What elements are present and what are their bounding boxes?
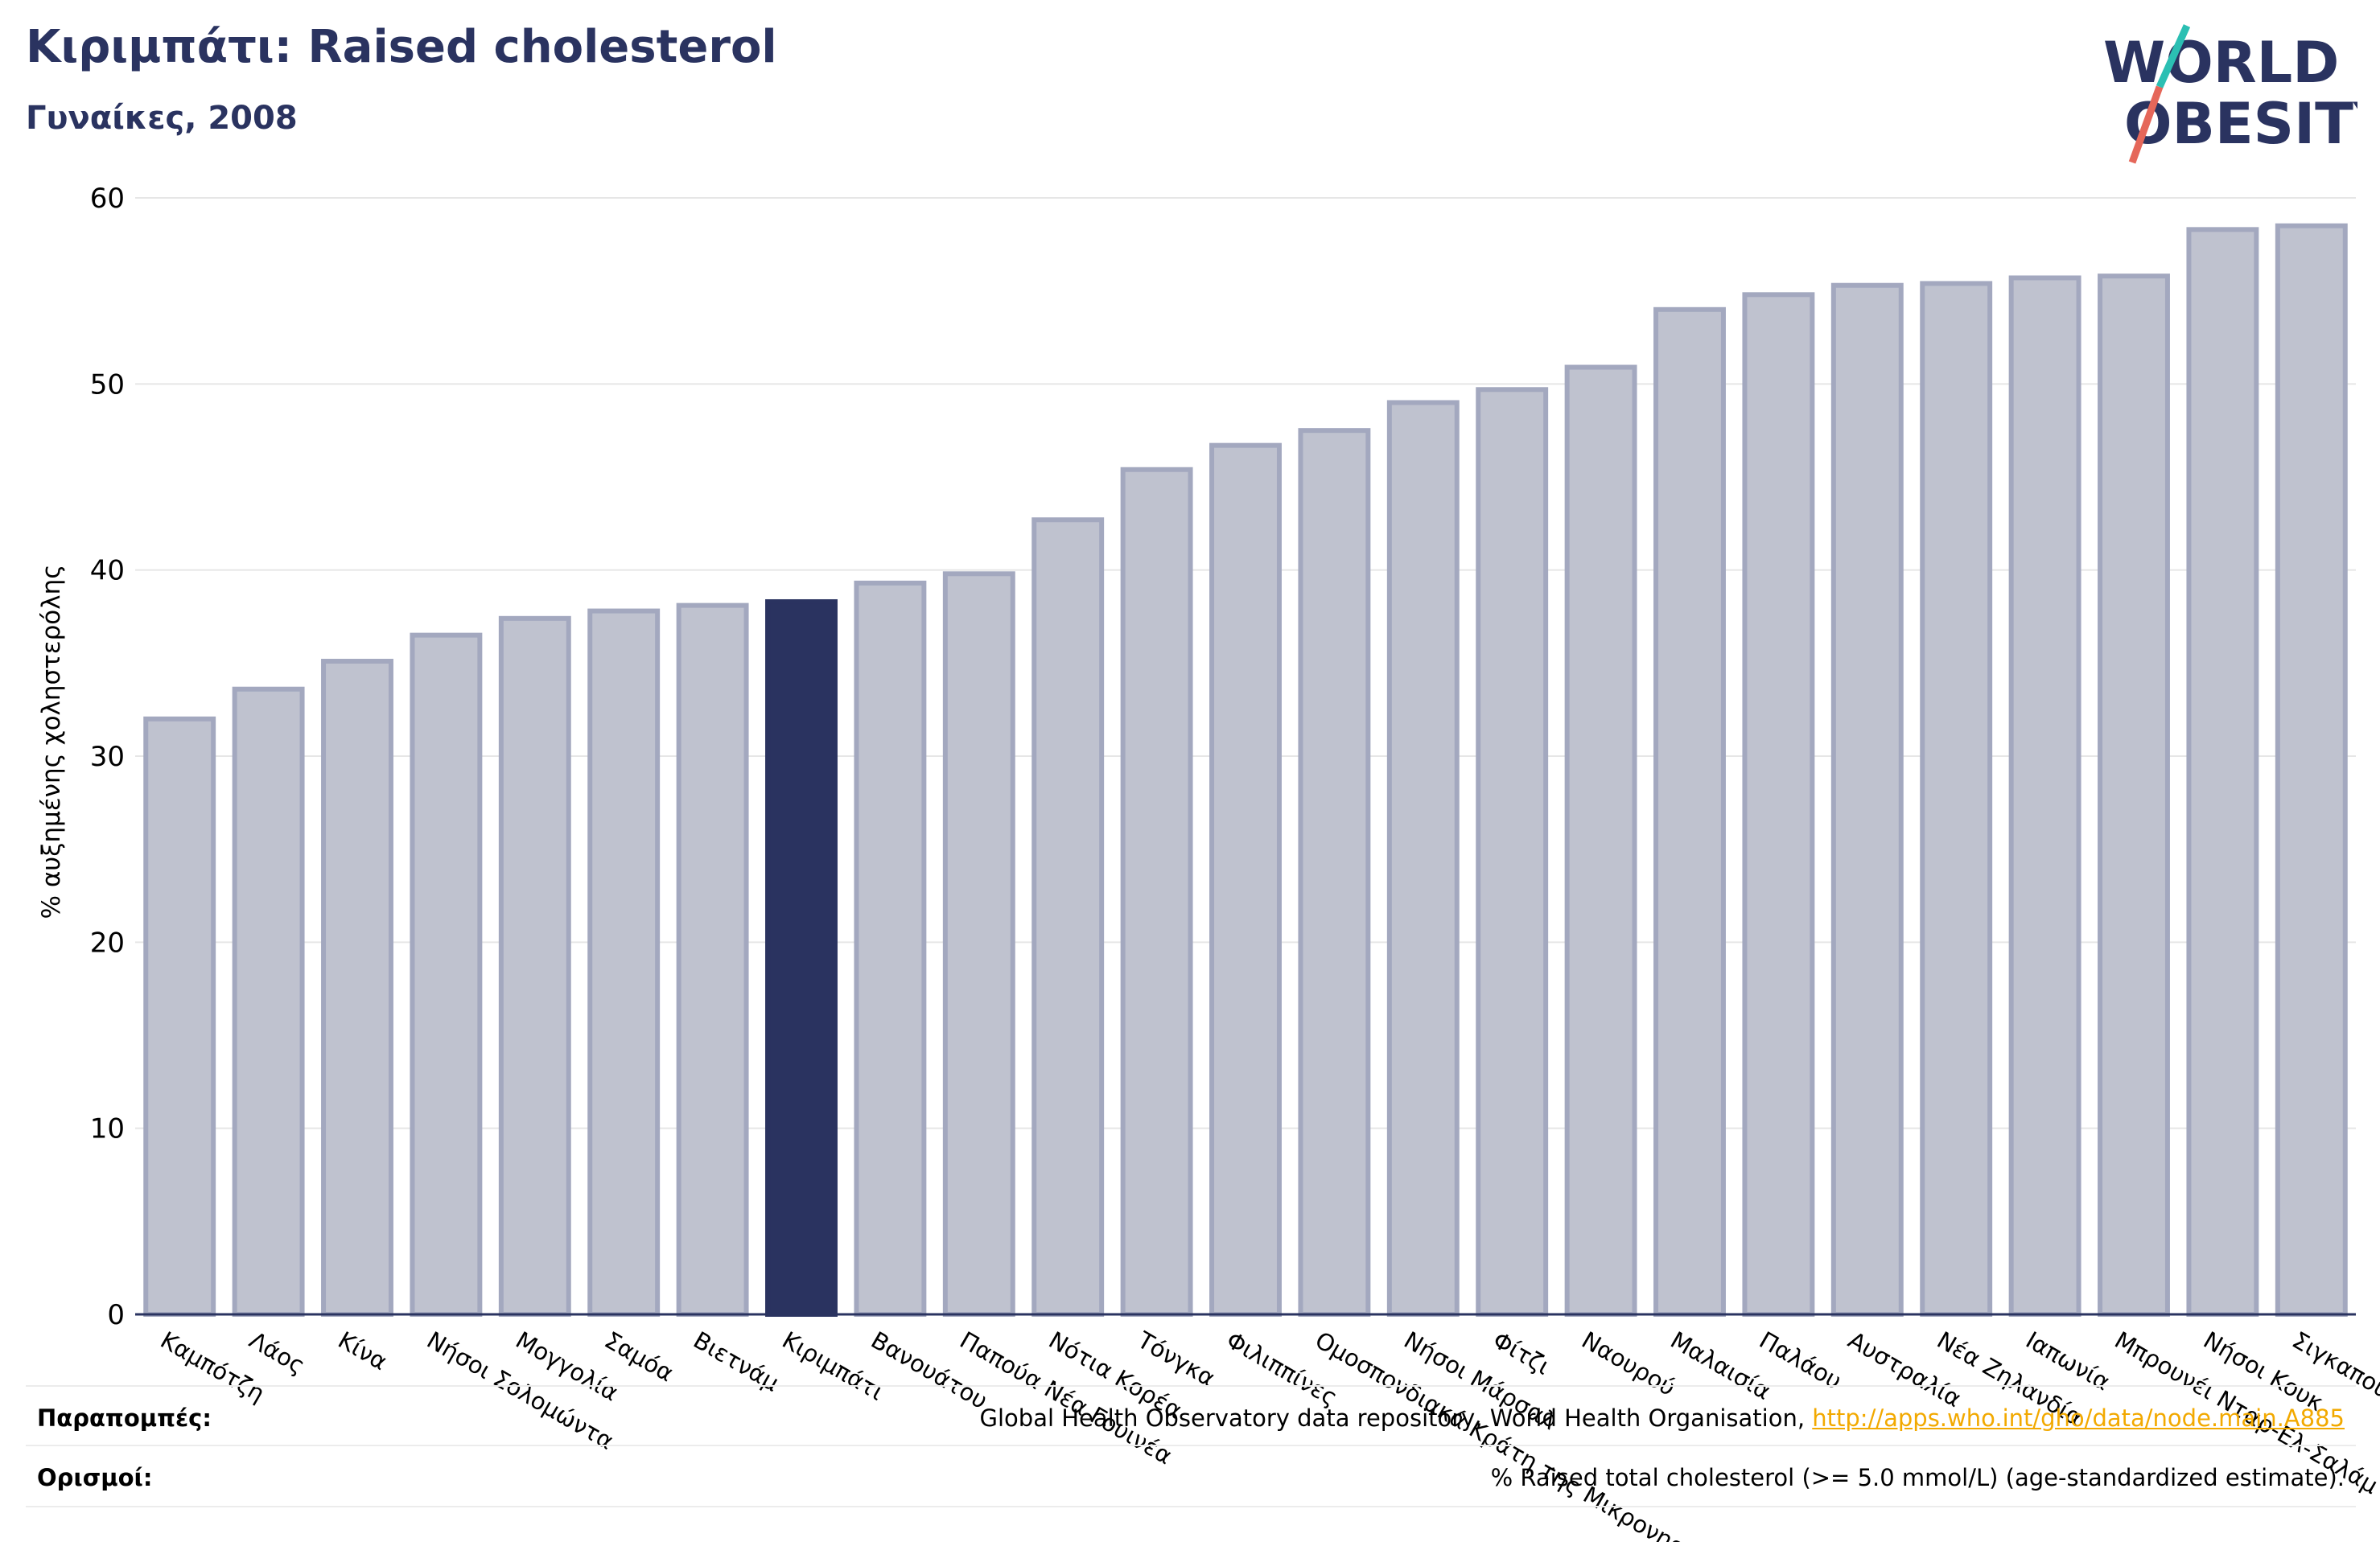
references-row: Παραπομπές: Global Health Observatory da…	[26, 1385, 2356, 1446]
bar-highlighted	[765, 598, 838, 1317]
bar	[2275, 223, 2348, 1318]
logo-slash-top	[2156, 24, 2191, 88]
references-label: Παραπομπές:	[37, 1404, 212, 1432]
bar	[1386, 400, 1460, 1317]
bar	[143, 716, 216, 1317]
y-tick-label: 40	[90, 555, 125, 587]
y-tick-label: 30	[90, 741, 125, 773]
bar	[1564, 364, 1637, 1318]
bars	[143, 223, 2348, 1318]
bar	[1830, 282, 1904, 1317]
bar	[1653, 306, 1726, 1317]
chart-title: Κιριμπάτι: Raised cholesterol	[26, 21, 777, 73]
bar	[676, 602, 749, 1317]
bar	[410, 632, 483, 1317]
definitions-value: % Raised total cholesterol (>= 5.0 mmol/…	[1490, 1464, 2345, 1491]
logo-text-obesity: OBESITY	[2124, 91, 2357, 157]
bar	[1920, 281, 1993, 1317]
bar	[1476, 387, 1549, 1318]
y-tick-label: 20	[90, 927, 125, 959]
bar	[1742, 292, 1815, 1317]
bar	[2008, 275, 2081, 1317]
bar	[498, 615, 571, 1317]
bar	[2186, 227, 2259, 1317]
references-link[interactable]: http://apps.who.int/gho/data/node.main.A…	[1812, 1404, 2345, 1432]
y-tick-label: 50	[90, 368, 125, 401]
bar	[1120, 467, 1193, 1317]
world-obesity-logo: WORLD OBESITY	[2103, 24, 2357, 164]
bar	[1209, 442, 1282, 1317]
bar	[587, 608, 661, 1317]
bar	[321, 659, 393, 1317]
logo-text-world: WORLD	[2103, 30, 2339, 96]
references-text: Global Health Observatory data repositor…	[979, 1404, 1813, 1432]
y-tick-label: 10	[90, 1113, 125, 1145]
y-tick-labels: 0 10 20 30 40 50 60	[90, 183, 125, 1331]
definitions-row: Ορισμοί: % Raised total cholesterol (>= …	[26, 1445, 2356, 1507]
y-axis-label: % αυξημένης χοληστερόλης	[37, 564, 66, 919]
bar	[942, 571, 1015, 1317]
y-tick-label: 0	[107, 1299, 125, 1331]
bar	[1031, 517, 1105, 1317]
x-tick-label: Κίνα	[334, 1326, 393, 1376]
bar	[2098, 273, 2170, 1317]
references-value: Global Health Observatory data repositor…	[980, 1404, 2345, 1432]
definitions-label: Ορισμοί:	[37, 1464, 153, 1491]
x-tick-label: Λάος	[245, 1326, 310, 1380]
bar	[854, 580, 927, 1317]
y-tick-label: 60	[90, 183, 125, 215]
bar	[1298, 428, 1371, 1318]
logo-slash-bottom	[2128, 85, 2164, 164]
chart-subtitle: Γυναίκες, 2008	[26, 100, 298, 137]
x-tick-label: Φίτζι	[1489, 1326, 1555, 1380]
bar	[232, 686, 305, 1317]
